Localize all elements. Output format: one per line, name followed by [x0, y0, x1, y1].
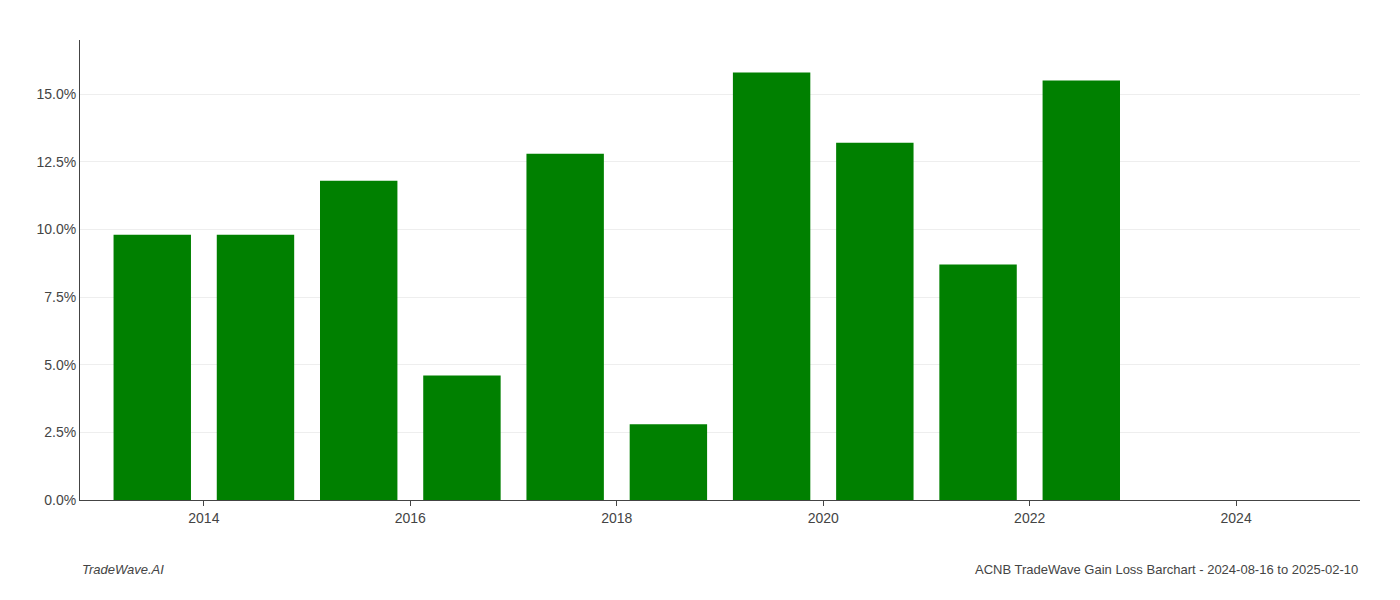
svg-text:2016: 2016 — [395, 510, 426, 526]
svg-text:2.5%: 2.5% — [44, 424, 76, 440]
svg-text:10.0%: 10.0% — [36, 221, 76, 237]
svg-text:2024: 2024 — [1221, 510, 1252, 526]
svg-text:2018: 2018 — [601, 510, 632, 526]
svg-text:15.0%: 15.0% — [36, 86, 76, 102]
svg-text:12.5%: 12.5% — [36, 154, 76, 170]
svg-text:2020: 2020 — [808, 510, 839, 526]
svg-text:7.5%: 7.5% — [44, 289, 76, 305]
svg-text:ACNB TradeWave Gain Loss Barch: ACNB TradeWave Gain Loss Barchart - 2024… — [975, 562, 1358, 577]
svg-text:0.0%: 0.0% — [44, 492, 76, 508]
svg-text:TradeWave.AI: TradeWave.AI — [82, 562, 164, 577]
svg-text:5.0%: 5.0% — [44, 357, 76, 373]
svg-text:2014: 2014 — [188, 510, 219, 526]
svg-text:2022: 2022 — [1014, 510, 1045, 526]
